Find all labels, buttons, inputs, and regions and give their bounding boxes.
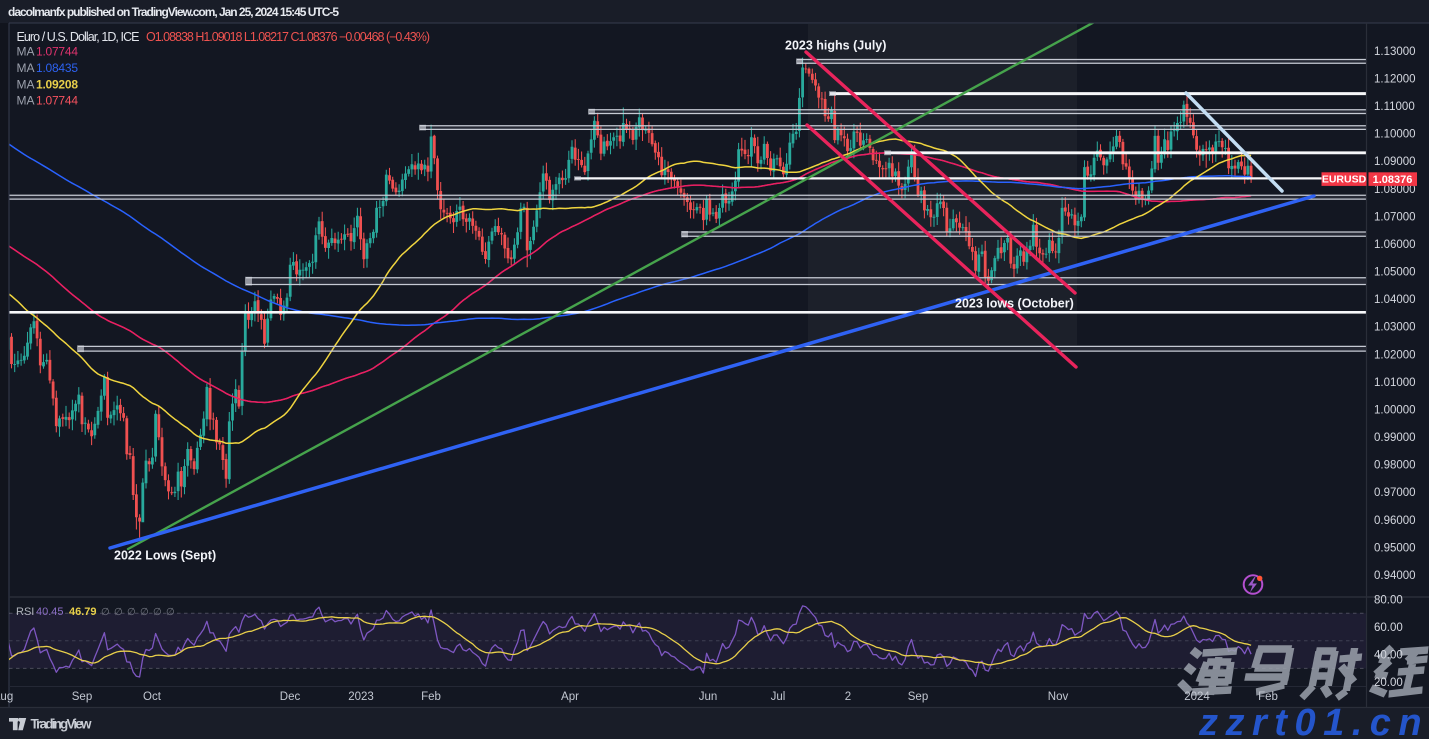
svg-text:1.07744: 1.07744 (36, 45, 78, 59)
svg-text:1.00000: 1.00000 (1374, 404, 1416, 416)
svg-text:1.12000: 1.12000 (1374, 74, 1416, 86)
svg-text:2023: 2023 (348, 691, 374, 703)
svg-text:MA: MA (17, 45, 35, 59)
svg-text:0.99000: 0.99000 (1374, 432, 1416, 444)
svg-text:0.95000: 0.95000 (1374, 542, 1416, 554)
svg-text:Feb: Feb (421, 691, 441, 703)
svg-text:RSI: RSI (16, 606, 34, 618)
svg-text:Euro / U.S. Dollar, 1D, ICE: Euro / U.S. Dollar, 1D, ICE (17, 30, 140, 44)
svg-text:MA: MA (17, 94, 35, 108)
svg-text:0.96000: 0.96000 (1374, 515, 1416, 527)
svg-text:20.00: 20.00 (1374, 677, 1403, 689)
svg-text:MA: MA (17, 61, 35, 75)
svg-text:0.97000: 0.97000 (1374, 487, 1416, 499)
svg-text:1.07744: 1.07744 (36, 94, 78, 108)
svg-text:1.02000: 1.02000 (1374, 349, 1416, 361)
svg-text:1.11000: 1.11000 (1374, 101, 1415, 113)
svg-text:1.05000: 1.05000 (1374, 267, 1416, 279)
svg-text:Jul: Jul (771, 691, 786, 703)
svg-text:EURUSD: EURUSD (1322, 174, 1367, 186)
svg-text:∅: ∅ (140, 607, 149, 618)
svg-text:1.10000: 1.10000 (1374, 129, 1416, 141)
svg-text:46.79: 46.79 (69, 606, 97, 618)
svg-text:Aug: Aug (0, 691, 13, 703)
svg-text:1.07000: 1.07000 (1374, 211, 1416, 223)
svg-text:80.00: 80.00 (1374, 594, 1403, 606)
svg-text:Nov: Nov (1048, 691, 1069, 703)
svg-text:∅: ∅ (127, 607, 136, 618)
svg-text:Sep: Sep (72, 691, 92, 703)
svg-text:1.13000: 1.13000 (1374, 46, 1416, 58)
svg-text:1.09208: 1.09208 (36, 77, 78, 91)
svg-text:1.08435: 1.08435 (36, 61, 78, 75)
svg-text:Dec: Dec (280, 691, 301, 703)
svg-text:0.94000: 0.94000 (1374, 570, 1416, 582)
svg-text:Oct: Oct (143, 691, 162, 703)
svg-text:∅: ∅ (166, 607, 175, 618)
svg-text:O1.08838 H1.09018 L1.08217: O1.08838 H1.09018 L1.08217 C1.08376 −0.0… (146, 30, 430, 44)
svg-text:MA: MA (17, 77, 35, 91)
svg-text:Feb: Feb (1258, 691, 1278, 703)
svg-text:2022 Lows (Sept): 2022 Lows (Sept) (114, 549, 216, 563)
svg-text:1.03000: 1.03000 (1374, 322, 1416, 334)
svg-text:2024: 2024 (1184, 691, 1210, 703)
svg-text:∅: ∅ (153, 607, 162, 618)
svg-text:1.01000: 1.01000 (1374, 377, 1416, 389)
svg-text:1.08000: 1.08000 (1374, 184, 1416, 196)
svg-text:Jun: Jun (699, 691, 718, 703)
svg-text:2023 lows (October): 2023 lows (October) (955, 297, 1074, 311)
svg-text:Sep: Sep (908, 691, 928, 703)
svg-text:2023 highs (July): 2023 highs (July) (785, 39, 886, 53)
svg-text:60.00: 60.00 (1374, 622, 1403, 634)
svg-text:∅: ∅ (114, 607, 123, 618)
svg-text:1.08376: 1.08376 (1373, 174, 1413, 186)
svg-text:1.09000: 1.09000 (1374, 156, 1416, 168)
svg-text:40.00: 40.00 (1374, 650, 1403, 662)
svg-text:2: 2 (845, 691, 851, 703)
svg-text:0.98000: 0.98000 (1374, 460, 1416, 472)
svg-text:1.06000: 1.06000 (1374, 239, 1416, 251)
svg-text:dacolmanfx published on Tradin: dacolmanfx published on TradingView.com,… (8, 5, 339, 19)
svg-text:40.45: 40.45 (36, 606, 64, 618)
svg-text:TradingView: TradingView (31, 717, 92, 732)
svg-text:Apr: Apr (561, 691, 579, 703)
svg-text:∅: ∅ (101, 607, 110, 618)
svg-text:1.04000: 1.04000 (1374, 294, 1416, 306)
svg-text:zzrt01.cn: zzrt01.cn (1198, 702, 1429, 739)
